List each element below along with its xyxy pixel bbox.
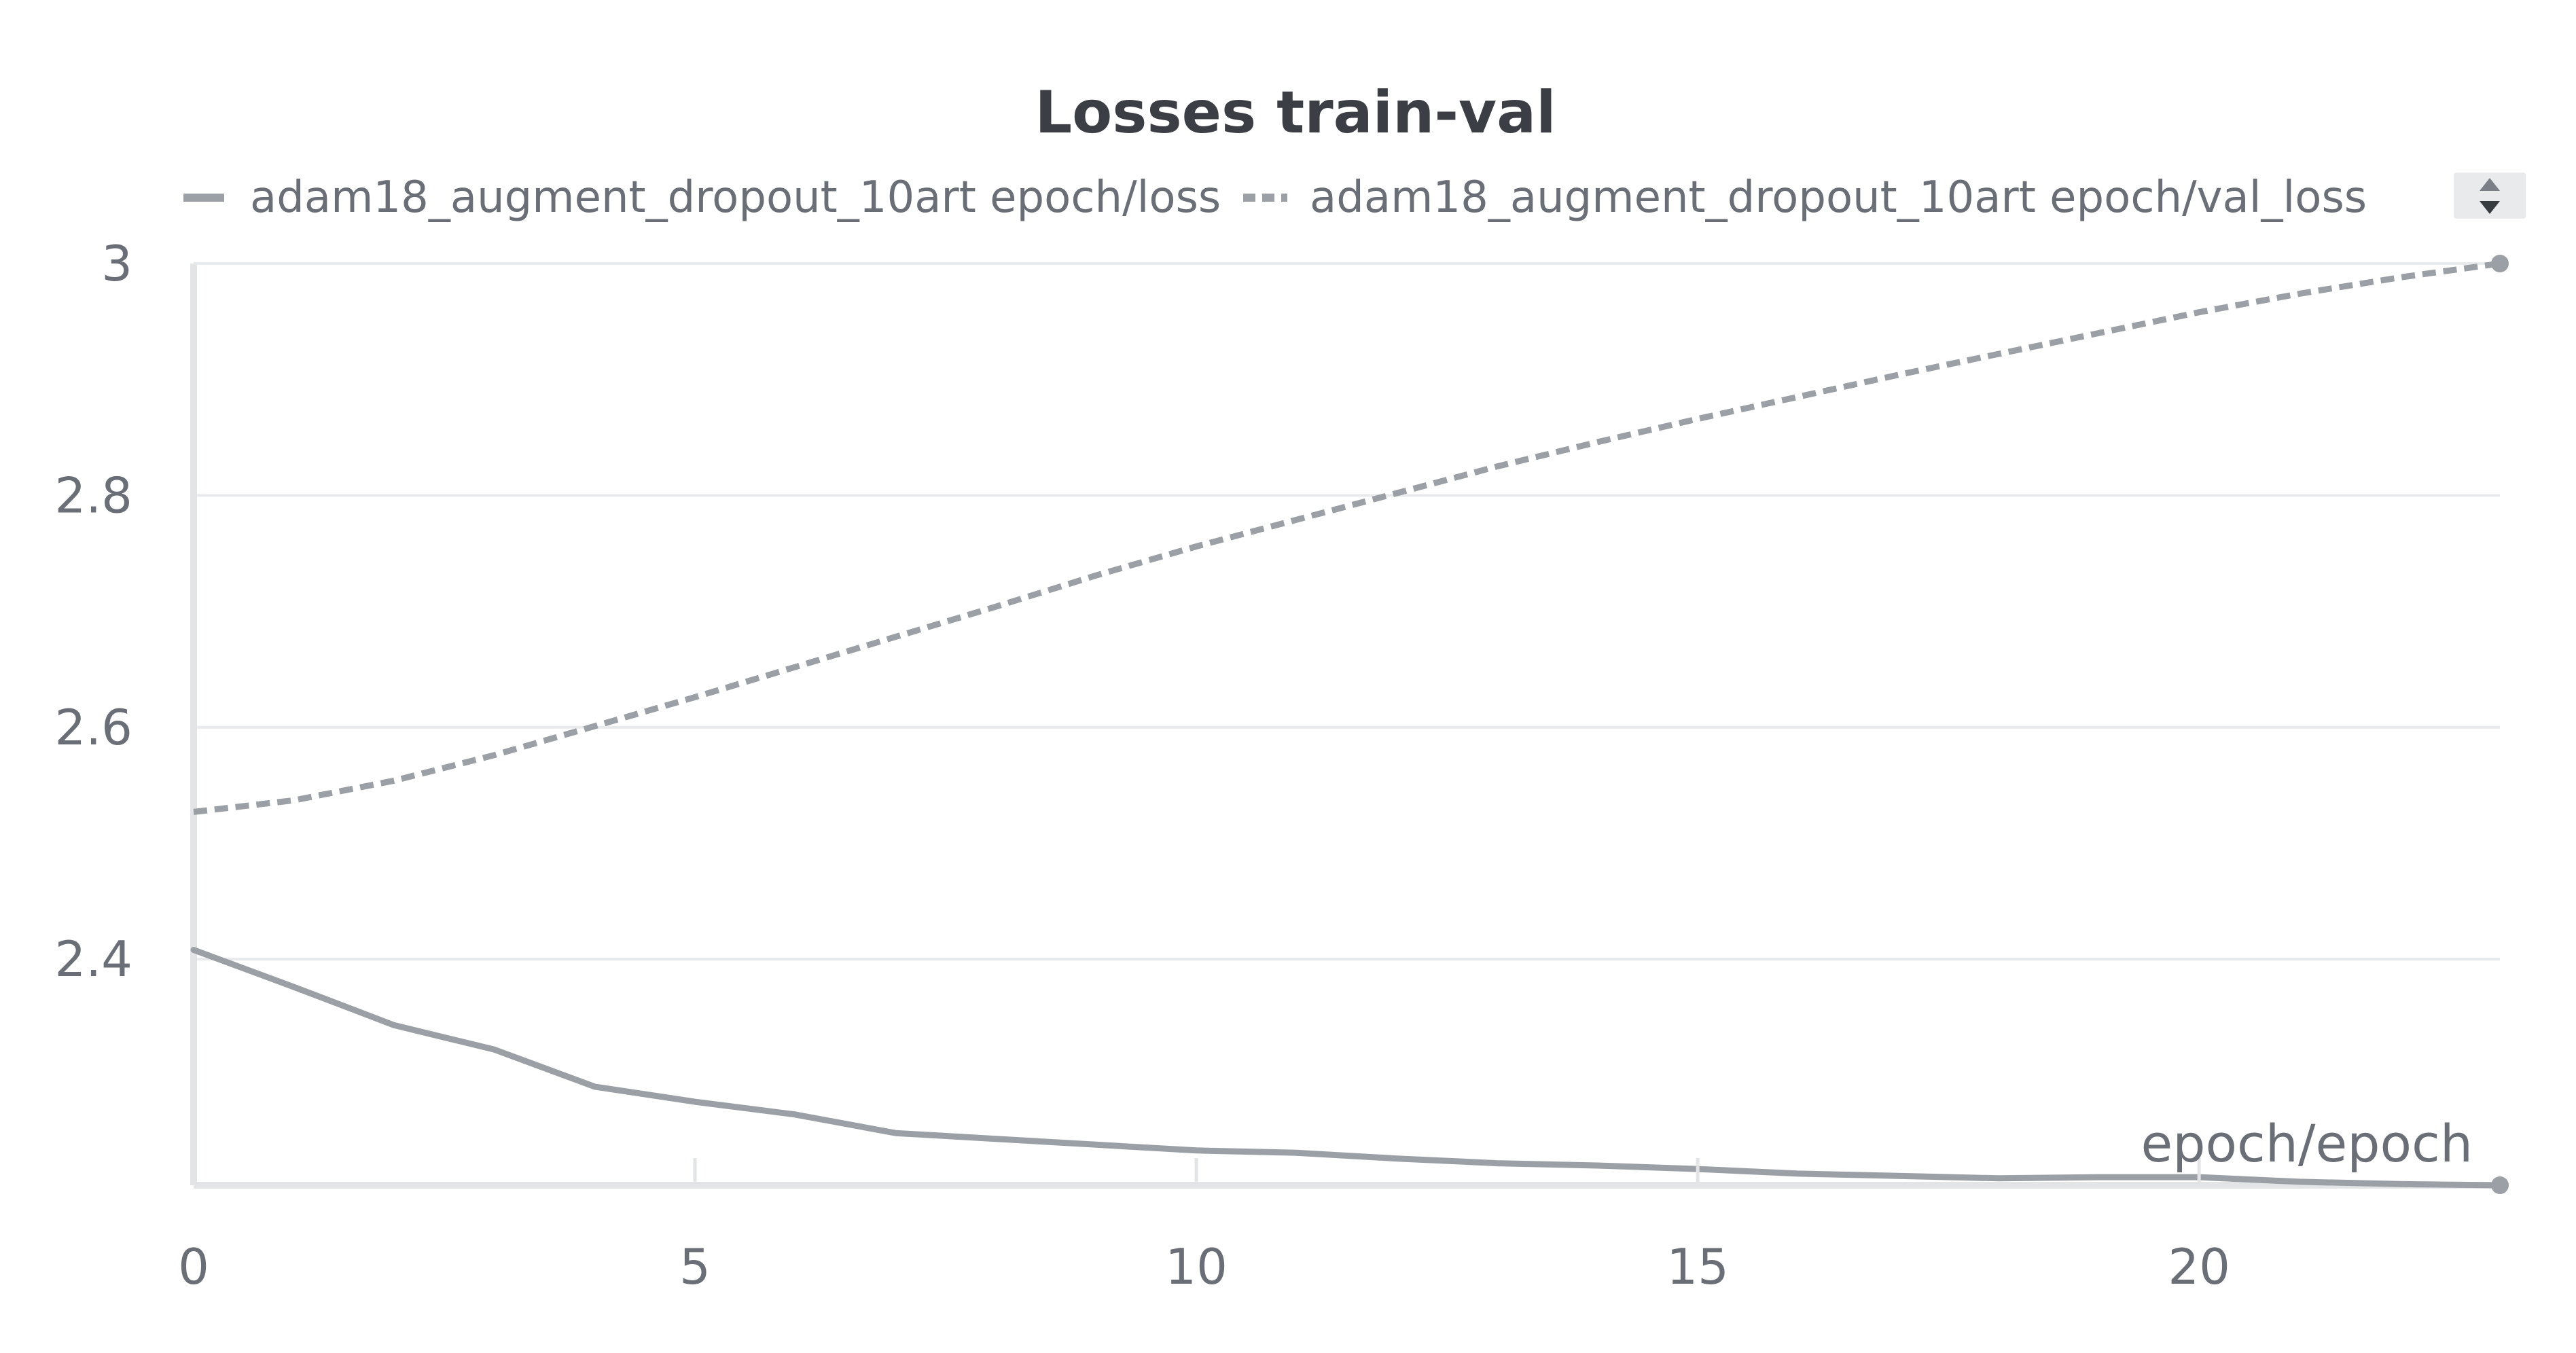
- grid-layer: [194, 262, 2500, 961]
- legend-label-val-loss[interactable]: adam18_augment_dropout_10art epoch/val_l…: [1310, 173, 2367, 223]
- axis-layer: [190, 264, 2500, 1189]
- x-tick-label: 5: [679, 1238, 711, 1295]
- endpoint-loss[interactable]: [2491, 1176, 2509, 1194]
- y-tick-label: 2.6: [54, 699, 132, 756]
- y-tick-label: 2.4: [54, 931, 132, 988]
- endpoint-val-loss[interactable]: [2491, 255, 2509, 272]
- legend-scroll-background[interactable]: [2454, 173, 2526, 219]
- x-tick-label: 15: [1666, 1238, 1729, 1295]
- x-tick-label: 0: [178, 1238, 209, 1295]
- scroll-down-icon[interactable]: [2480, 201, 2500, 214]
- tick-layer: 2.4 2.6 2.8 3 0 5 10 15 20: [54, 235, 2230, 1295]
- legend-scroll-control[interactable]: [2454, 173, 2526, 219]
- chart-title: Losses train-val: [1035, 79, 1556, 147]
- x-tick-label: 20: [2168, 1238, 2230, 1295]
- x-tick-label: 10: [1165, 1238, 1228, 1295]
- legend-label-loss[interactable]: adam18_augment_dropout_10art epoch/loss: [250, 173, 1221, 223]
- series-line-loss[interactable]: [190, 947, 2503, 1189]
- series-line-val-loss[interactable]: [193, 260, 2501, 815]
- x-axis-title: epoch/epoch: [2141, 1113, 2473, 1174]
- y-tick-label: 2.8: [54, 467, 132, 524]
- y-tick-label: 3: [101, 235, 132, 292]
- legend: adam18_augment_dropout_10art epoch/loss …: [183, 173, 2367, 223]
- scroll-up-icon[interactable]: [2480, 178, 2500, 191]
- series-layer: [190, 255, 2509, 1194]
